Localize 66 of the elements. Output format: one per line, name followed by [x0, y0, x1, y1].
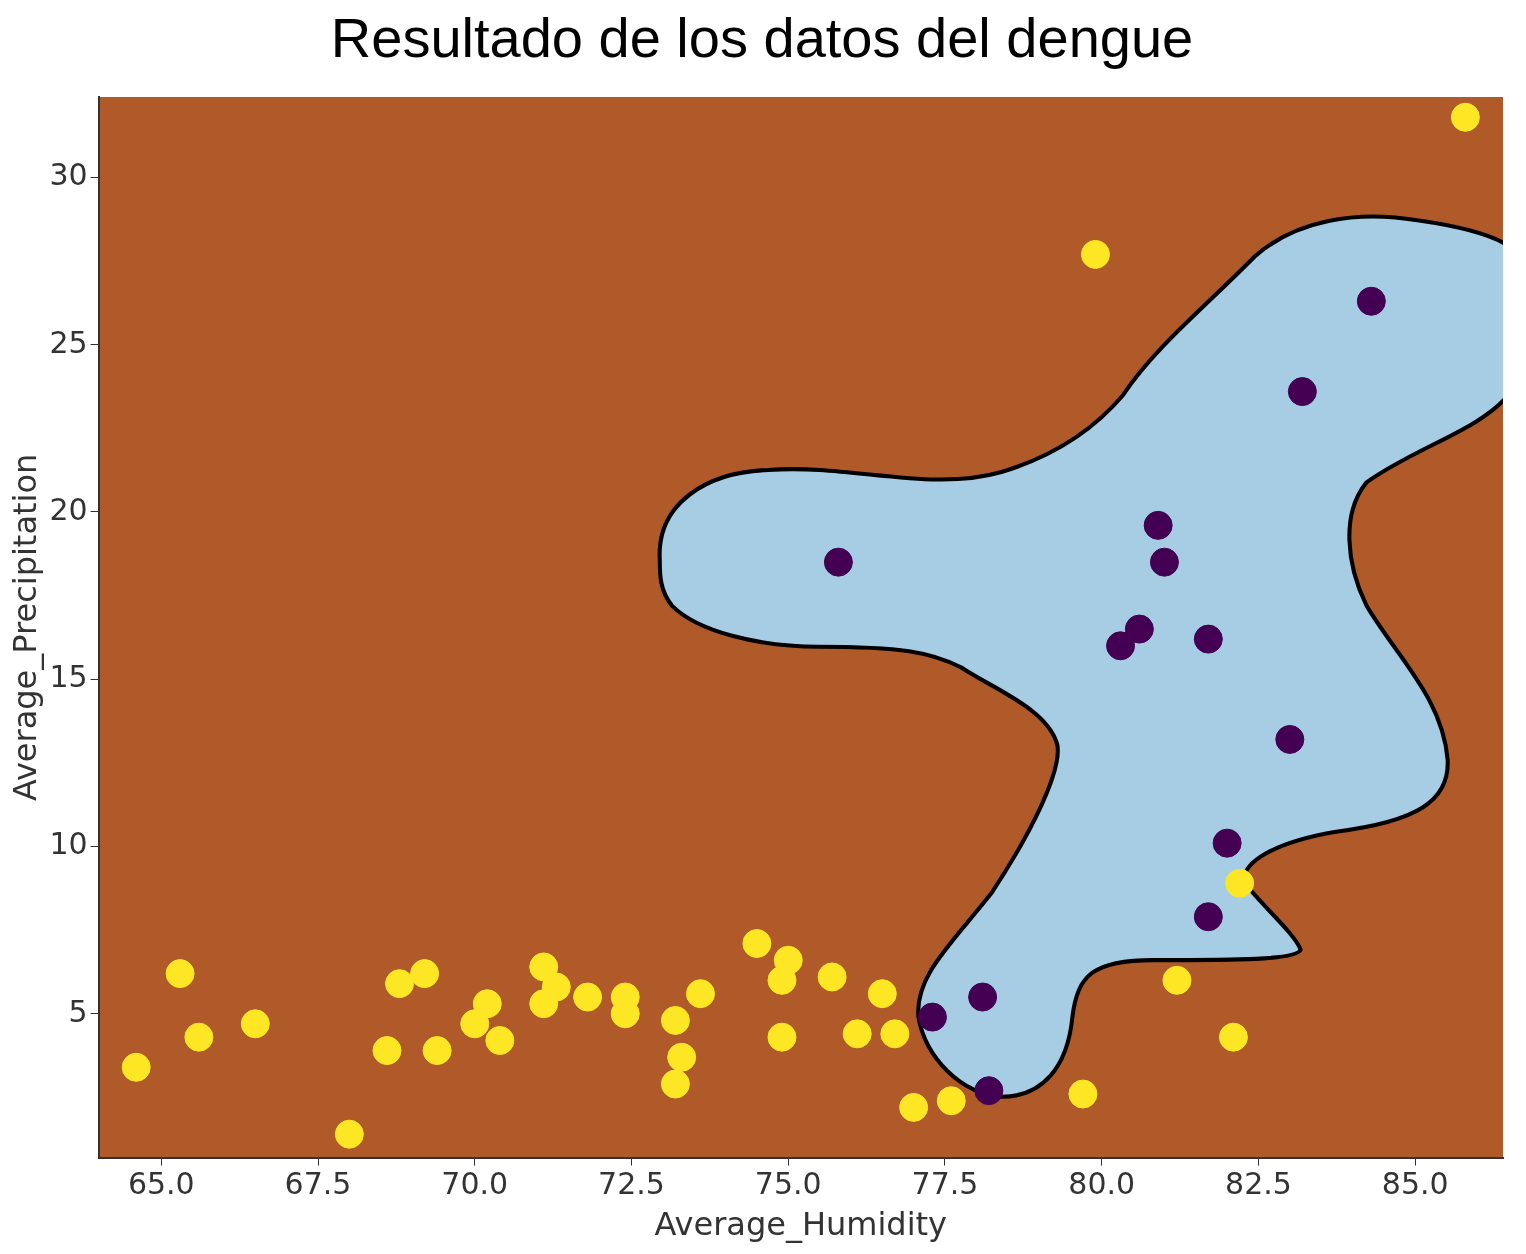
- point: [1212, 828, 1242, 858]
- point: [823, 547, 853, 577]
- y-tick-label: 20: [49, 491, 88, 527]
- x-tick-label: 77.5: [911, 1166, 979, 1202]
- point: [1193, 624, 1223, 654]
- point: [1450, 102, 1480, 132]
- point: [184, 1022, 214, 1052]
- y-tick-label: 30: [49, 157, 88, 193]
- x-tick-label: 75.0: [754, 1166, 822, 1202]
- point: [1275, 724, 1305, 754]
- point: [121, 1052, 151, 1082]
- x-tick-label: 85.0: [1381, 1166, 1449, 1202]
- x-tick-label: 72.5: [598, 1166, 665, 1202]
- point: [867, 979, 897, 1009]
- point: [767, 965, 797, 995]
- point: [1124, 614, 1154, 644]
- point: [422, 1036, 452, 1066]
- point: [372, 1036, 402, 1066]
- point: [685, 979, 715, 1009]
- point: [767, 1022, 797, 1052]
- point: [968, 982, 998, 1012]
- x-tick-label: 82.5: [1225, 1166, 1292, 1202]
- point: [899, 1092, 929, 1122]
- point: [1287, 377, 1317, 407]
- point: [1162, 965, 1192, 995]
- point: [817, 962, 847, 992]
- point: [1218, 1022, 1248, 1052]
- point: [742, 929, 772, 959]
- point: [1106, 631, 1136, 661]
- point: [1356, 286, 1386, 316]
- y-tick-label: 5: [68, 993, 88, 1029]
- point: [667, 1042, 697, 1072]
- y-tick-label: 10: [49, 826, 88, 862]
- point: [1149, 547, 1179, 577]
- point: [334, 1119, 364, 1149]
- x-tick-label: 80.0: [1068, 1166, 1136, 1202]
- point: [660, 1069, 690, 1099]
- chart-title: Resultado de los datos del dengue: [330, 6, 1194, 70]
- point: [541, 972, 571, 1002]
- point: [936, 1086, 966, 1116]
- point: [472, 989, 502, 1019]
- point: [410, 959, 440, 989]
- y-tick-label: 25: [49, 324, 88, 360]
- point: [165, 959, 195, 989]
- point: [240, 1009, 270, 1039]
- point: [880, 1019, 910, 1049]
- point: [385, 969, 415, 999]
- x-tick-label: 67.5: [284, 1166, 352, 1202]
- point: [974, 1076, 1004, 1106]
- point: [842, 1019, 872, 1049]
- x-tick-label: 65.0: [127, 1166, 195, 1202]
- point: [485, 1026, 515, 1056]
- point: [460, 1009, 490, 1039]
- point: [1143, 510, 1173, 540]
- point: [1068, 1079, 1098, 1109]
- point: [917, 1002, 947, 1032]
- x-axis-title: Average_Humidity: [654, 1205, 948, 1244]
- y-axis-title: Average_Precipitation: [5, 453, 44, 802]
- x-tick-label: 70.0: [441, 1166, 509, 1202]
- point: [573, 982, 603, 1012]
- point: [1080, 239, 1110, 269]
- point: [660, 1005, 690, 1035]
- point: [1225, 868, 1255, 898]
- point: [1193, 902, 1223, 932]
- y-tick-label: 15: [49, 659, 88, 695]
- point: [529, 952, 559, 982]
